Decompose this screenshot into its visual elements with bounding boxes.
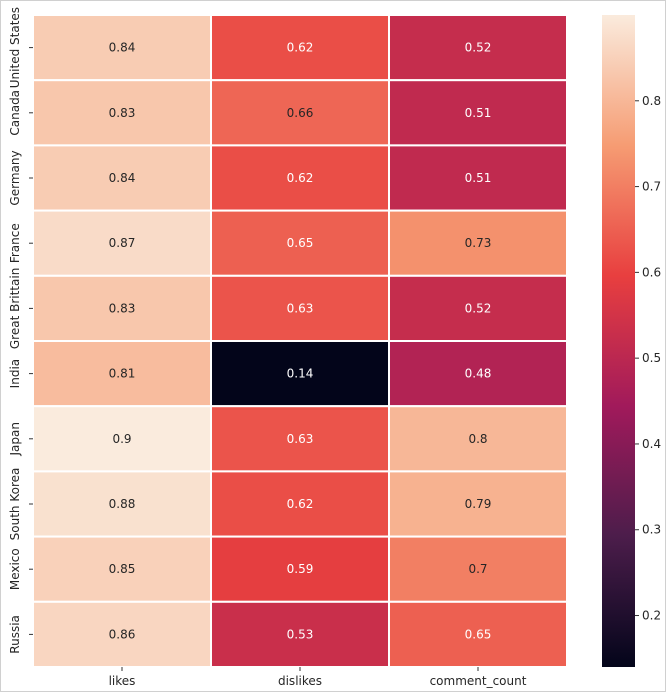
colorbar-tick-label: 0.3 — [642, 523, 661, 537]
heatmap-cell — [388, 470, 568, 538]
cell-value-label: 0.85 — [109, 562, 136, 576]
x-tick-label: comment_count — [430, 674, 527, 688]
heatmap-cell — [210, 340, 390, 408]
colorbar-tick-label: 0.5 — [642, 351, 661, 365]
heatmap-cell — [210, 405, 390, 473]
heatmap-cell — [32, 209, 212, 277]
cell-value-label: 0.65 — [287, 236, 314, 250]
y-tick-label: South Korea — [8, 468, 22, 541]
cell-value-label: 0.65 — [465, 627, 492, 641]
y-tick-label: India — [8, 359, 22, 388]
heatmap-cell — [388, 79, 568, 147]
cell-value-label: 0.8 — [468, 432, 487, 446]
cell-value-label: 0.81 — [109, 367, 136, 381]
y-tick-label: Japan — [8, 422, 22, 456]
colorbar — [602, 15, 635, 667]
cell-value-label: 0.87 — [109, 236, 136, 250]
cell-value-label: 0.9 — [112, 432, 131, 446]
y-tick-label: Germany — [8, 150, 22, 205]
cell-value-label: 0.52 — [465, 41, 492, 55]
colorbar-tick-label: 0.4 — [642, 437, 661, 451]
x-tick-label: likes — [109, 674, 136, 688]
colorbar-tick-label: 0.7 — [642, 180, 661, 194]
heatmap-cell — [32, 600, 212, 668]
heatmap-cell — [210, 600, 390, 668]
cell-value-label: 0.63 — [287, 432, 314, 446]
cell-value-label: 0.7 — [468, 562, 487, 576]
cell-value-label: 0.73 — [465, 236, 492, 250]
cell-value-label: 0.51 — [465, 106, 492, 120]
y-tick-label: Mexico — [8, 548, 22, 590]
heatmap-cell — [388, 209, 568, 277]
cell-value-label: 0.52 — [465, 301, 492, 315]
cell-value-label: 0.62 — [287, 41, 314, 55]
x-tick-label: dislikes — [278, 674, 322, 688]
cell-value-label: 0.79 — [465, 497, 492, 511]
cell-value-label: 0.53 — [287, 627, 314, 641]
colorbar-tick-label: 0.2 — [642, 609, 661, 623]
colorbar-tick-label: 0.8 — [642, 94, 661, 108]
cell-value-label: 0.63 — [287, 301, 314, 315]
cell-value-label: 0.86 — [109, 627, 136, 641]
heatmap-cell — [32, 14, 212, 82]
heatmap-cell — [210, 144, 390, 212]
cell-value-label: 0.59 — [287, 562, 314, 576]
y-tick-label: France — [8, 223, 22, 263]
heatmap-cell — [32, 470, 212, 538]
cell-value-label: 0.48 — [465, 367, 492, 381]
cell-value-label: 0.84 — [109, 171, 136, 185]
heatmap-cell — [388, 340, 568, 408]
heatmap-cell — [388, 405, 568, 473]
y-tick-label: Canada — [8, 90, 22, 136]
y-tick-label: Great Brittain — [8, 268, 22, 349]
cell-value-label: 0.14 — [287, 367, 314, 381]
heatmap-cell — [388, 600, 568, 668]
heatmap-cell — [388, 535, 568, 603]
cell-value-label: 0.66 — [287, 106, 314, 120]
heatmap-cell — [388, 14, 568, 82]
y-tick-label: Russia — [8, 615, 22, 654]
heatmap-cell — [210, 274, 390, 342]
cell-value-label: 0.62 — [287, 171, 314, 185]
heatmap-cell — [210, 14, 390, 82]
cell-value-label: 0.83 — [109, 301, 136, 315]
cell-value-label: 0.88 — [109, 497, 136, 511]
cell-value-label: 0.83 — [109, 106, 136, 120]
y-tick-label: United States — [8, 7, 22, 88]
heatmap-cell — [32, 405, 212, 473]
cell-value-label: 0.62 — [287, 497, 314, 511]
colorbar-tick-label: 0.6 — [642, 265, 661, 279]
cell-value-label: 0.51 — [465, 171, 492, 185]
heatmap-cell — [210, 470, 390, 538]
cell-value-label: 0.84 — [109, 41, 136, 55]
